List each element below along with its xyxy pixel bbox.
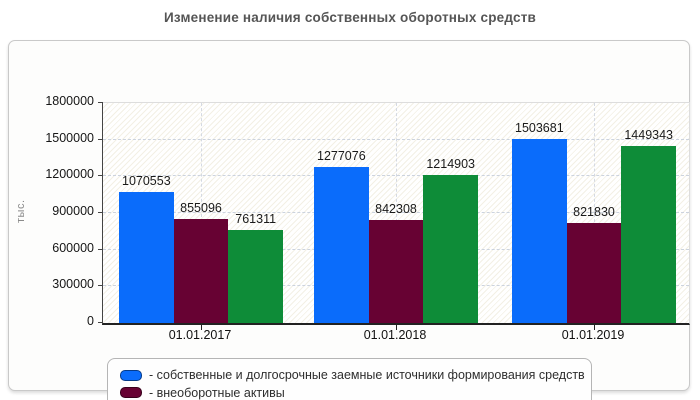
bar [314,166,369,323]
y-axis-tick-labels: 0 300000 600000 900000 1200000 1500000 1800000 [9,95,94,328]
bar-cell: 1503681 [512,103,567,323]
bar-value-label: 761311 [235,211,277,226]
y-axis-tickmark [98,212,103,213]
legend-swatch-sources [120,369,142,381]
bar-group: 1503681 821830 1449343 [512,103,677,323]
bar-cell: 842308 [368,103,424,323]
y-axis-tick-label: 900000 [52,204,94,218]
bar-value-label: 1214903 [426,156,476,171]
bar-cell: 1214903 [423,103,479,323]
x-axis-tickmark [396,325,397,330]
legend-item-label: - собственные и долгосрочные заемные ист… [149,368,585,382]
bar-cell: 1070553 [119,103,174,323]
bar [368,220,424,323]
bar-cell: 1277076 [314,103,369,323]
bar [621,145,677,323]
legend: - собственные и долгосрочные заемные ист… [107,358,592,400]
bar-group: 1277076 842308 1214903 [314,103,479,323]
x-axis-category-label: 01.01.2018 [363,328,427,342]
bar [512,139,567,323]
bar-value-label: 1070553 [121,174,171,189]
bar [566,222,622,323]
y-axis-tickmark [98,285,103,287]
bar [228,229,284,323]
legend-item: - внеоборотные активы [120,385,579,400]
y-axis-tickmark [98,175,103,177]
plot-area: 1070553 855096 761311 1277076 842308 1214903 1… [98,102,690,330]
bar-value-label: 855096 [180,200,222,215]
chart-title: Изменение наличия собственных оборотных … [163,10,537,25]
bar [423,174,479,323]
legend-item-label: - внеоборотные активы [149,385,285,400]
v-gridline [201,103,202,323]
y-axis-tick-label: 600000 [52,240,94,255]
bar-value-label: 1503681 [514,121,564,136]
y-axis-tickmark [98,322,103,323]
v-gridline [594,103,595,323]
bar-value-label: 842308 [375,202,417,217]
y-axis-tickmark [98,138,103,140]
bar-cell: 761311 [228,103,284,323]
x-axis-category-label: 01.01.2017 [168,328,232,342]
bar-group: 1070553 855096 761311 [119,103,284,323]
bar-cell: 821830 [566,103,622,323]
y-axis-tick-label: 1500000 [45,130,94,145]
y-axis-tick-label: 0 [87,314,94,328]
bar-cell: 855096 [173,103,229,323]
y-axis-tick-label: 300000 [52,277,94,292]
chart-panel: тыс. 0 300000 600000 900000 1200000 1500000 18… [8,40,690,400]
y-axis-tick-label: 1200000 [45,167,94,182]
x-axis-tickmark [594,325,595,330]
x-axis-category-label: 01.01.2019 [561,328,625,342]
x-axis-tickmark [201,325,202,330]
bar-value-label: 821830 [573,204,615,219]
y-axis-tickmark [98,248,103,250]
y-axis-tick-label: 1800000 [45,94,94,108]
bar [119,192,174,323]
bar-cell: 1449343 [621,103,677,323]
v-gridline [396,103,397,323]
bar [173,218,229,323]
y-axis-tickmark [98,102,103,103]
bar-value-label: 1449343 [624,127,674,142]
legend-swatch-noncurrent-assets [120,387,142,398]
legend-item: - собственные и долгосрочные заемные ист… [120,367,585,383]
bar-value-label: 1277076 [316,148,366,163]
x-axis-labels: 01.01.2017 01.01.2018 01.01.2019 [102,328,688,344]
